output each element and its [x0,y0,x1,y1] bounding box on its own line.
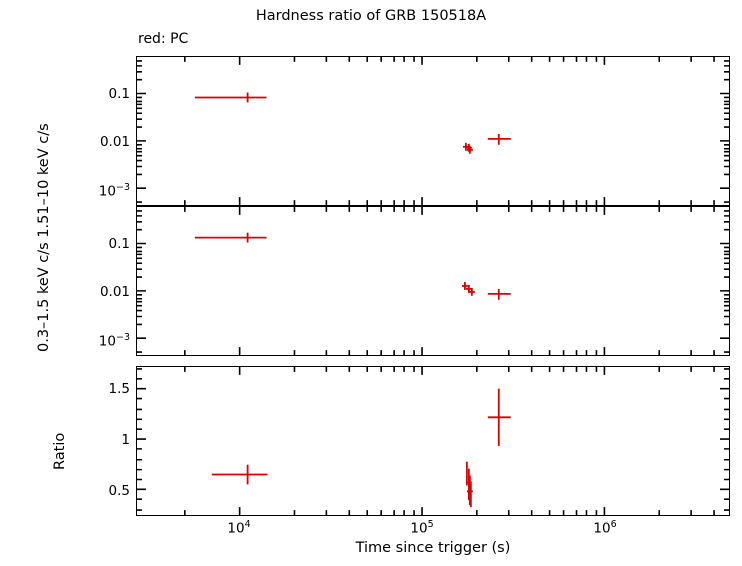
data-series-pc [194,232,511,300]
x-axis-label: Time since trigger (s) [355,540,511,556]
y-axis-label-ratio: Ratio [52,432,68,470]
panel-ratio [136,366,730,516]
chart-title: Hardness ratio of GRB 150518A [255,8,487,24]
ytick-p1-0.1: 0.1 [108,86,130,102]
ytick-p2-0.01: 0.01 [99,284,130,300]
panel-soft-band [136,206,730,356]
xtick-1e5: 105 [410,519,434,537]
xtick-1e6: 106 [593,519,617,537]
ytick-p1-1e-3: 10−3 [98,182,130,200]
ytick-p3-1: 1 [121,432,130,448]
ytick-p2-1e-3: 10−3 [98,332,130,350]
ytick-p3-0.5: 0.5 [108,483,130,499]
xtick-1e4: 104 [227,519,251,537]
data-series-pc [211,388,511,508]
data-series-pc [194,92,511,154]
legend-pc: red: PC [138,31,189,47]
panel-hard-band [136,56,730,206]
ytick-p3-1.5: 1.5 [108,381,130,397]
y-axis-label-counts: 0.3–1.5 keV c/s 1.51–10 keV c/s [36,123,52,352]
ytick-p2-0.1: 0.1 [108,236,130,252]
ytick-p1-0.01: 0.01 [99,134,130,150]
